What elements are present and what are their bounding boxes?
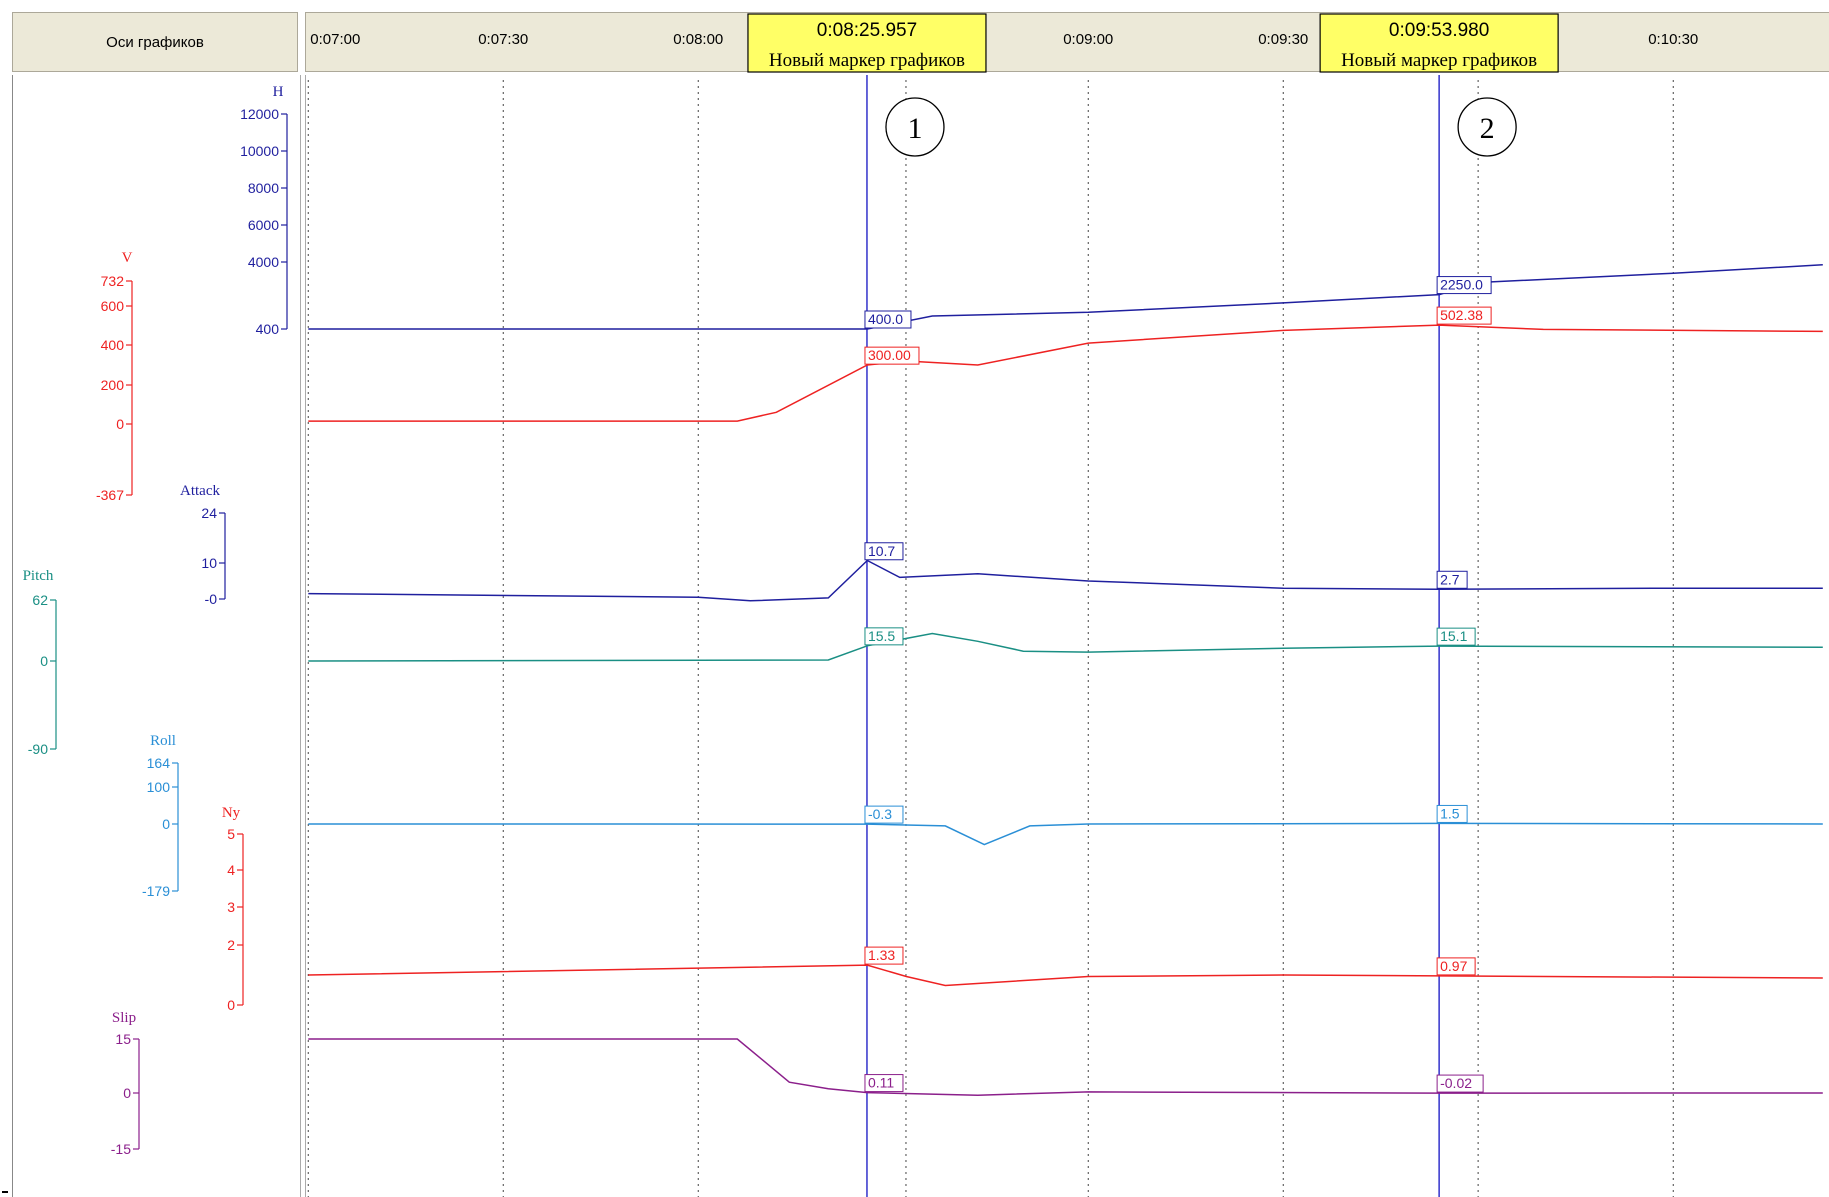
axis-tick-label: 8000 <box>248 180 279 196</box>
series-line-ny <box>308 964 1823 987</box>
axes-panel-divider[interactable] <box>300 75 301 1197</box>
marker-time-label: 0:09:53.980 <box>1389 20 1489 41</box>
marker-number-circle <box>885 97 945 157</box>
axis-tick-label: 24 <box>201 505 217 521</box>
time-tick-label: 0:07:00 <box>310 31 360 48</box>
axis-tick-label: 10 <box>201 555 217 571</box>
marker-value-label: 15.5 <box>868 628 895 644</box>
axis-tick-label: 400 <box>101 337 125 353</box>
axis-tick-label: -90 <box>28 741 48 757</box>
axis-name-v: V <box>122 250 133 266</box>
marker-value-label: 1.5 <box>1440 805 1460 821</box>
marker-value-box <box>1436 570 1468 589</box>
axis-tick-label: -367 <box>96 487 124 503</box>
marker-value-label: 0.97 <box>1440 958 1467 974</box>
marker-value-box <box>1436 1074 1484 1093</box>
marker-value-box <box>864 805 904 824</box>
time-tick-label: 0:07:30 <box>478 31 528 48</box>
axis-tick-label: 15 <box>115 1031 131 1047</box>
axis-tick-label: -0 <box>205 591 218 607</box>
marker-value-label: 400.0 <box>868 311 903 327</box>
marker-value-box <box>1436 804 1468 823</box>
marker-value-label: -0.3 <box>868 806 892 822</box>
marker-value-box <box>864 542 904 561</box>
axis-tick-label: 10000 <box>240 143 279 159</box>
marker-value-box <box>1436 306 1492 325</box>
axis-tick-label: 4 <box>227 862 235 878</box>
time-tick-label: 0:09:00 <box>1063 31 1113 48</box>
series-line-v <box>308 324 1823 422</box>
marker-label-box-2[interactable] <box>1319 13 1559 73</box>
axis-tick-label: 0 <box>227 997 235 1013</box>
marker-value-box <box>1436 627 1476 646</box>
marker-number-circle <box>1457 97 1517 157</box>
marker-value-box <box>864 346 920 365</box>
axis-tick-label: 732 <box>101 273 125 289</box>
axis-tick-label: 0 <box>123 1085 131 1101</box>
marker-value-box <box>864 1074 904 1093</box>
axis-tick-label: 200 <box>101 377 125 393</box>
axis-tick-label: 12000 <box>240 106 279 122</box>
marker-value-box <box>1436 276 1492 295</box>
chart-axes-button-label: Оси графиков <box>106 33 204 51</box>
axis-name-pitch: Pitch <box>23 568 54 584</box>
axis-tick-label: 0 <box>162 816 170 832</box>
axis-tick-label: 2 <box>227 937 235 953</box>
series-line-roll <box>308 822 1823 846</box>
time-axis-header[interactable] <box>305 12 1829 72</box>
marker-value-box <box>864 627 904 646</box>
axis-tick-label: 0 <box>40 653 48 669</box>
marker-value-label: 2250.0 <box>1440 277 1483 293</box>
time-tick-label: 0:10:30 <box>1648 31 1698 48</box>
axis-name-slip: Slip <box>112 1010 136 1026</box>
axis-tick-label: 100 <box>147 779 171 795</box>
marker-value-box <box>1436 957 1476 976</box>
axis-name-ny: Ny <box>222 805 241 821</box>
marker-label-box-1[interactable] <box>747 13 987 73</box>
series-line-attack <box>308 559 1823 602</box>
axis-tick-label: 0 <box>116 416 124 432</box>
axis-tick-label: 4000 <box>248 254 279 270</box>
axis-tick-label: 3 <box>227 899 235 915</box>
marker-name-label: Новый маркер графиков <box>769 50 965 71</box>
marker-name-label: Новый маркер графиков <box>1341 50 1537 71</box>
marker-value-label: 2.7 <box>1440 571 1460 587</box>
marker-value-box <box>864 310 912 329</box>
time-tick-label: 0:09:30 <box>1258 31 1308 48</box>
marker-value-label: -0.02 <box>1440 1075 1472 1091</box>
axis-tick-label: -179 <box>142 883 170 899</box>
marker-value-label: 15.1 <box>1440 628 1467 644</box>
marker-value-label: 1.33 <box>868 947 895 963</box>
plot-area <box>306 75 1829 1197</box>
axis-tick-label: 600 <box>101 298 125 314</box>
left-panel-edge <box>12 75 13 1197</box>
axis-tick-label: 400 <box>256 321 280 337</box>
plot-area-edge <box>305 75 306 1197</box>
series-line-slip <box>308 1038 1823 1096</box>
axis-tick-label: 5 <box>227 826 235 842</box>
axis-name-attack: Attack <box>180 483 220 499</box>
marker-value-label: 300.00 <box>868 347 911 363</box>
axis-tick-label: 6000 <box>248 217 279 233</box>
axis-tick-label: 62 <box>32 592 48 608</box>
chart-axes-button[interactable]: Оси графиков <box>12 12 298 72</box>
series-line-pitch <box>308 632 1823 662</box>
time-tick-label: 0:08:00 <box>673 31 723 48</box>
axis-name-roll: Roll <box>150 733 176 749</box>
axis-name-h: H <box>273 84 284 100</box>
marker-number-label: 1 <box>907 112 922 145</box>
axis-tick-label: -15 <box>111 1141 131 1157</box>
marker-value-label: 10.7 <box>868 543 895 559</box>
marker-value-label: 0.11 <box>868 1075 894 1091</box>
marker-time-label: 0:08:25.957 <box>817 20 917 41</box>
marker-value-label: 502.38 <box>1440 307 1483 323</box>
marker-number-label: 2 <box>1480 112 1495 145</box>
marker-value-box <box>864 946 904 965</box>
axis-tick-label: 164 <box>147 755 171 771</box>
